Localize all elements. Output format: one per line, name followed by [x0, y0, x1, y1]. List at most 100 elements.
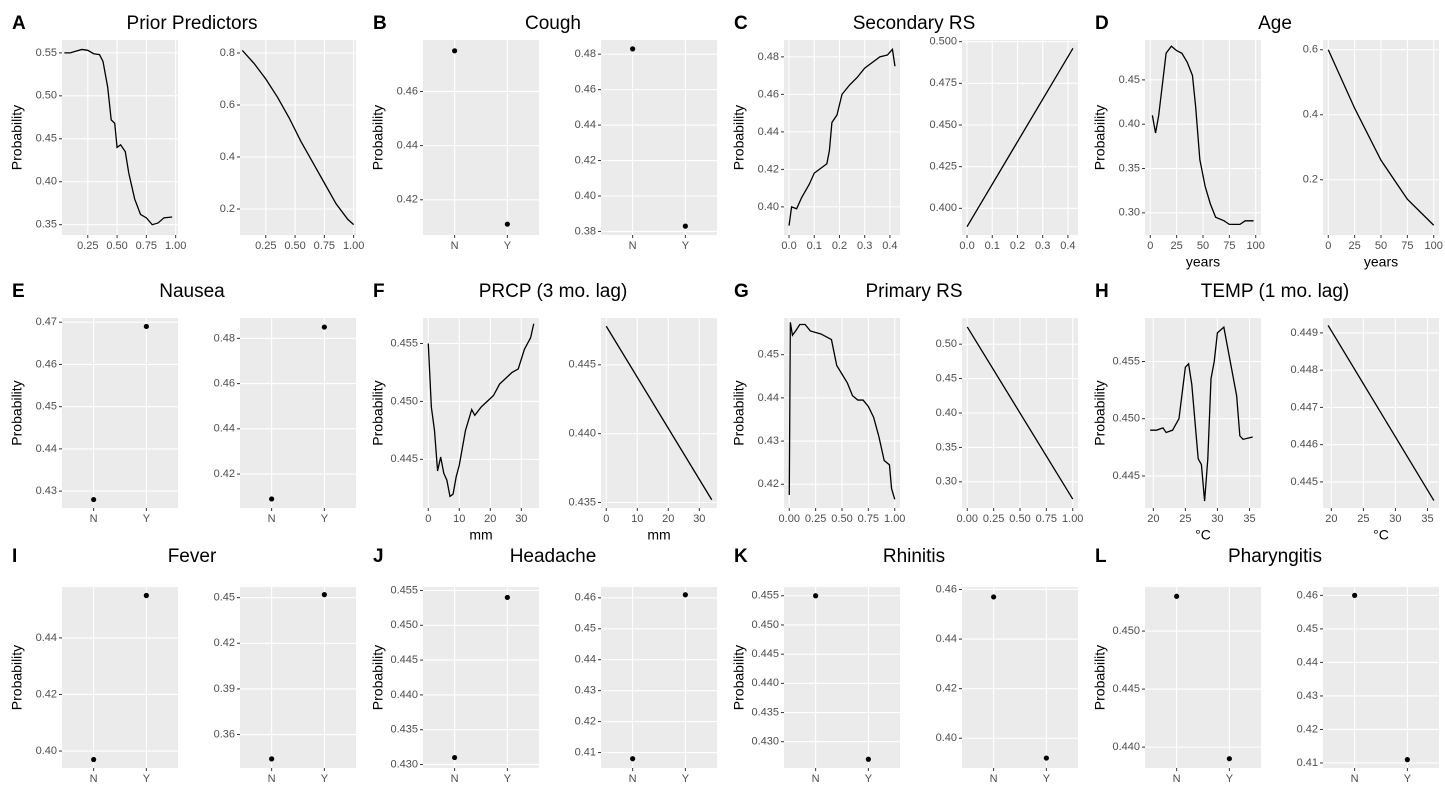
point	[1352, 592, 1358, 598]
y-tick-label: 0.45	[936, 372, 957, 384]
y-tick-label: 0.35	[36, 219, 57, 231]
panel-label: D	[1095, 13, 1109, 34]
y-tick-label: 0.435	[568, 496, 596, 508]
y-tick-label: 0.440	[1112, 741, 1140, 753]
x-tick-label: 0.00	[779, 513, 800, 525]
x-tick-label: N	[812, 773, 820, 785]
y-tick-label: 0.45	[214, 592, 235, 604]
y-tick-label: 0.43	[1297, 690, 1318, 702]
x-tick-label: 100	[1247, 240, 1265, 252]
y-tick-label: 0.430	[390, 758, 418, 770]
y-tick-label: 0.450	[390, 619, 418, 631]
panel-label: K	[734, 546, 748, 567]
y-tick-label: 0.425	[929, 161, 957, 173]
x-tick-label: 20	[484, 513, 496, 525]
y-tick-label: 0.45	[575, 623, 596, 635]
x-tick-label: N	[90, 773, 98, 785]
x-tick-label: 75	[1223, 240, 1235, 252]
y-tick-label: 0.400	[929, 202, 957, 214]
y-tick-label: 0.440	[751, 677, 779, 689]
line	[1327, 325, 1435, 501]
y-tick-label: 0.35	[936, 441, 957, 453]
y-tick-label: 0.40	[575, 190, 596, 202]
line	[64, 48, 173, 226]
y-tick-label: 0.30	[1119, 207, 1140, 219]
point	[91, 756, 97, 763]
x-tick-label: 20	[662, 513, 674, 525]
x-tick-label: Y	[1043, 773, 1051, 785]
x-tick-label: 0	[425, 513, 431, 525]
y-axis-label: Probability	[731, 380, 747, 445]
point	[504, 594, 510, 601]
y-tick-label: 0.47	[36, 316, 57, 328]
y-tick-label: 0.48	[575, 48, 596, 60]
point	[1174, 593, 1180, 599]
y-tick-label: 0.450	[929, 119, 957, 131]
x-tick-label: 20	[1147, 513, 1159, 525]
x-tick-label: Y	[143, 773, 151, 785]
y-axis-label: Probability	[370, 380, 386, 445]
x-tick-label: N	[990, 773, 998, 785]
y-axis-label: Probability	[9, 380, 25, 445]
y-tick-label: 0.4	[220, 151, 235, 163]
x-tick-label: 10	[453, 513, 465, 525]
plot-background	[62, 40, 178, 235]
x-tick-label: 0.2	[1010, 240, 1025, 252]
panel-label: I	[12, 546, 17, 567]
y-tick-label: 0.45	[1297, 623, 1318, 635]
x-tick-label: 1.00	[343, 240, 364, 252]
panel-title: Prior Predictors	[127, 13, 258, 34]
x-tick-label: 0.1	[985, 240, 1000, 252]
y-tick-label: 0.42	[36, 688, 57, 700]
x-tick-label: N	[1351, 773, 1359, 785]
line	[788, 47, 896, 226]
x-tick-label: N	[451, 773, 459, 785]
x-tick-label: 1.00	[165, 240, 186, 252]
plot-background	[423, 40, 539, 235]
y-tick-label: 0.450	[1112, 625, 1140, 637]
panel-title: TEMP (1 mo. lag)	[1201, 281, 1350, 302]
line	[966, 326, 1074, 500]
plot-background	[1323, 587, 1439, 768]
point	[1043, 755, 1049, 761]
x-tick-label: 0.0	[781, 240, 796, 252]
y-tick-label: 0.455	[390, 584, 418, 596]
y-tick-label: 0.42	[214, 468, 235, 480]
x-tick-label: 0.75	[858, 513, 879, 525]
panel-title: PRCP (3 mo. lag)	[479, 281, 628, 302]
point	[813, 593, 819, 599]
y-tick-label: 0.42	[214, 637, 235, 649]
y-tick-label: 0.2	[1303, 174, 1318, 186]
y-tick-label: 0.44	[214, 423, 235, 435]
x-tick-label: 0.4	[1060, 240, 1075, 252]
x-tick-label: 25	[1349, 240, 1361, 252]
y-tick-label: 0.4	[1303, 109, 1318, 121]
y-tick-label: 0.445	[1112, 683, 1140, 695]
line	[788, 322, 896, 500]
y-tick-label: 0.42	[758, 478, 779, 490]
point	[321, 324, 327, 330]
x-tick-label: N	[90, 513, 98, 525]
y-tick-label: 0.42	[758, 163, 779, 175]
x-tick-label: 0.3	[857, 240, 872, 252]
x-tick-label: 30	[693, 513, 705, 525]
y-tick-label: 0.2	[220, 203, 235, 215]
panel-label: L	[1095, 546, 1107, 567]
plot-background	[62, 318, 178, 508]
y-tick-label: 0.36	[214, 728, 235, 740]
x-tick-label: Y	[682, 773, 690, 785]
y-tick-label: 0.448	[1290, 364, 1318, 376]
panel-title: Rhinitis	[883, 546, 945, 567]
y-tick-label: 0.500	[929, 36, 957, 48]
plot-background	[601, 587, 717, 768]
x-tick-label: N	[629, 240, 637, 252]
x-tick-label: 0.75	[136, 240, 157, 252]
y-tick-label: 0.46	[575, 84, 596, 96]
y-tick-label: 0.41	[575, 746, 596, 758]
y-tick-label: 0.40	[36, 745, 57, 757]
x-tick-label: 0.25	[77, 240, 98, 252]
y-tick-label: 0.55	[36, 47, 57, 59]
plot-background	[1145, 587, 1261, 768]
x-tick-label: 0.4	[882, 240, 897, 252]
x-tick-label: 100	[1425, 240, 1443, 252]
